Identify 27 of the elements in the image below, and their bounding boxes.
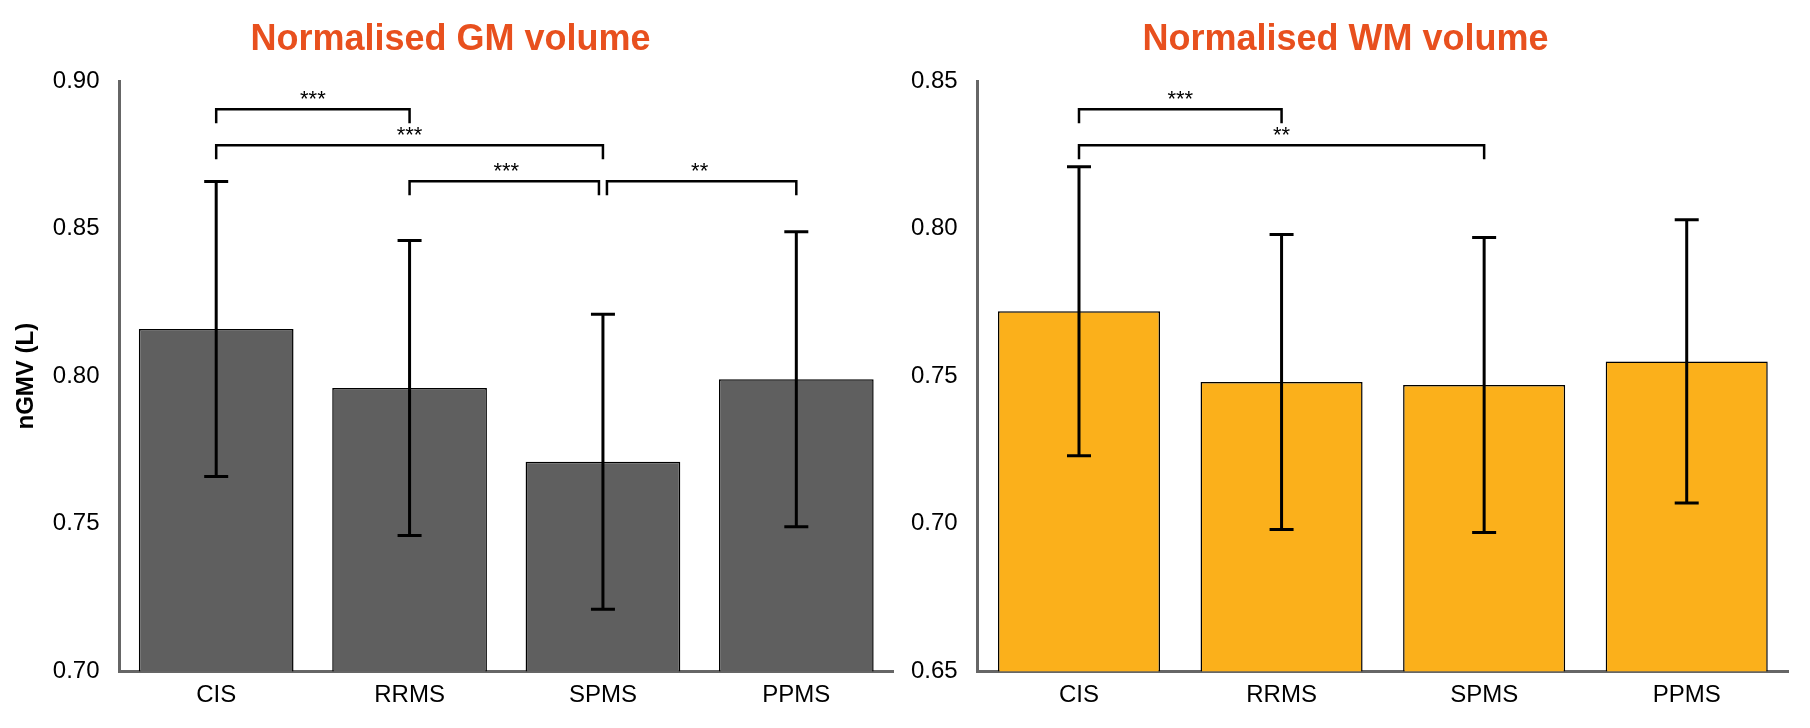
y-tick-label: 0.75 — [910, 360, 958, 388]
y-tick-label: 0.85 — [910, 65, 958, 93]
chart-title: Normalised WM volume — [1142, 16, 1549, 58]
annotation: *** — [396, 122, 423, 148]
x-tick-label: RRMS — [374, 680, 445, 708]
y-tick-label: 0.65 — [910, 655, 958, 683]
annotation: *** — [493, 158, 520, 184]
y-tick-label: 0.80 — [52, 360, 100, 388]
x-tick-label: PPMS — [762, 680, 831, 708]
annotation: *** — [300, 86, 327, 112]
y-tick-label: 0.70 — [910, 508, 958, 536]
y-tick-label: 0.75 — [52, 508, 100, 536]
y-tick-label: 0.80 — [910, 213, 958, 241]
annotation: *** — [1167, 86, 1194, 112]
x-tick-label: PPMS — [1652, 680, 1721, 708]
x-tick-label: CIS — [196, 680, 237, 708]
chart-title: Normalised GM volume — [250, 16, 651, 58]
y-tick-label: 0.70 — [52, 655, 100, 683]
annotation: ** — [691, 158, 709, 184]
y-tick-label: 0.90 — [52, 65, 100, 93]
y-tick-label: 0.85 — [52, 213, 100, 241]
x-tick-label: SPMS — [1450, 680, 1519, 708]
y-axis-title: nGMV (L) — [11, 322, 39, 430]
x-tick-label: RRMS — [1246, 680, 1317, 708]
annotation: ** — [1273, 122, 1291, 148]
x-tick-label: CIS — [1058, 680, 1099, 708]
x-tick-label: SPMS — [568, 680, 637, 708]
